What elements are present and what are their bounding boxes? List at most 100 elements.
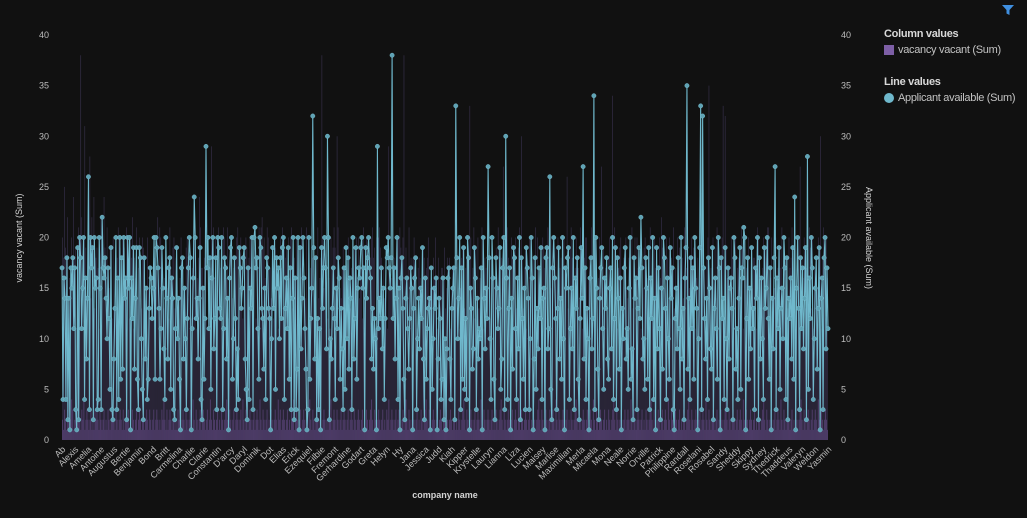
line-point[interactable]: [658, 417, 663, 423]
line-point[interactable]: [509, 295, 515, 301]
line-point[interactable]: [803, 245, 808, 251]
line-point[interactable]: [353, 245, 359, 251]
bar[interactable]: [310, 419, 312, 440]
line-point[interactable]: [366, 235, 371, 240]
line-point[interactable]: [639, 265, 645, 271]
bar[interactable]: [459, 419, 461, 440]
line-point[interactable]: [567, 397, 572, 402]
bar[interactable]: [124, 419, 126, 440]
line-point[interactable]: [475, 356, 481, 362]
line-point[interactable]: [637, 316, 643, 321]
line-point[interactable]: [140, 417, 146, 423]
bar[interactable]: [706, 419, 708, 440]
line-point[interactable]: [611, 397, 616, 402]
line-point[interactable]: [468, 285, 473, 291]
bar[interactable]: [597, 429, 600, 440]
line-point[interactable]: [738, 386, 744, 392]
line-point[interactable]: [305, 407, 311, 413]
line-point[interactable]: [338, 305, 344, 311]
line-point[interactable]: [92, 285, 98, 291]
bar[interactable]: [484, 419, 486, 440]
bar[interactable]: [327, 429, 329, 440]
line-point[interactable]: [790, 245, 796, 251]
bar[interactable]: [789, 429, 791, 440]
bar[interactable]: [107, 409, 109, 440]
line-point[interactable]: [642, 386, 648, 392]
line-point[interactable]: [729, 305, 735, 311]
line-point[interactable]: [591, 93, 597, 99]
bar[interactable]: [725, 399, 727, 441]
bar[interactable]: [200, 429, 202, 440]
line-point[interactable]: [298, 346, 304, 352]
line-point[interactable]: [627, 235, 633, 240]
bar[interactable]: [289, 429, 291, 440]
bar[interactable]: [126, 419, 128, 440]
line-point[interactable]: [65, 417, 71, 423]
bar[interactable]: [162, 419, 164, 440]
bar[interactable]: [478, 419, 480, 440]
line-point[interactable]: [569, 346, 575, 352]
bar[interactable]: [810, 419, 812, 440]
line-point[interactable]: [356, 265, 362, 271]
bar[interactable]: [332, 419, 334, 440]
line-point[interactable]: [395, 397, 401, 402]
line-point[interactable]: [573, 305, 579, 311]
bar[interactable]: [340, 409, 342, 440]
bar[interactable]: [617, 419, 619, 440]
bar[interactable]: [814, 409, 816, 440]
line-point[interactable]: [236, 245, 242, 251]
line-point[interactable]: [672, 316, 678, 321]
line-point[interactable]: [671, 427, 677, 433]
line-point[interactable]: [251, 235, 257, 240]
bar[interactable]: [817, 399, 819, 441]
bar[interactable]: [121, 429, 123, 440]
line-point[interactable]: [406, 366, 412, 372]
line-point[interactable]: [674, 346, 680, 352]
line-point[interactable]: [492, 417, 498, 423]
bar[interactable]: [398, 409, 400, 440]
bar[interactable]: [145, 419, 147, 440]
line-point[interactable]: [422, 417, 427, 423]
line-point[interactable]: [554, 407, 560, 413]
line-point[interactable]: [524, 265, 530, 271]
line-point[interactable]: [222, 255, 228, 261]
line-point[interactable]: [508, 427, 514, 433]
line-point[interactable]: [335, 255, 341, 261]
line-point[interactable]: [403, 295, 409, 301]
line-point[interactable]: [73, 407, 79, 413]
bar[interactable]: [106, 429, 108, 440]
line-point[interactable]: [494, 285, 500, 291]
line-point[interactable]: [782, 265, 788, 271]
bar[interactable]: [278, 419, 280, 440]
line-point[interactable]: [444, 346, 450, 352]
bar[interactable]: [130, 429, 132, 440]
legend-item-vacancy[interactable]: vacancy vacant (Sum): [884, 44, 1024, 56]
bar[interactable]: [151, 429, 153, 440]
bar[interactable]: [577, 429, 579, 440]
line-point[interactable]: [296, 427, 302, 433]
line-point[interactable]: [788, 275, 794, 281]
bar[interactable]: [238, 429, 240, 440]
line-point[interactable]: [299, 295, 305, 301]
line-point[interactable]: [144, 397, 150, 402]
line-point[interactable]: [310, 113, 316, 119]
bar[interactable]: [618, 429, 620, 440]
bar[interactable]: [120, 419, 122, 440]
bar[interactable]: [638, 419, 640, 440]
line-point[interactable]: [333, 285, 339, 291]
line-point[interactable]: [120, 366, 126, 372]
line-point[interactable]: [265, 265, 271, 271]
bar[interactable]: [76, 429, 78, 440]
line-point[interactable]: [412, 275, 418, 281]
bar[interactable]: [491, 409, 493, 440]
bar[interactable]: [602, 429, 604, 440]
bar[interactable]: [682, 429, 684, 440]
line-point[interactable]: [135, 376, 140, 382]
bar[interactable]: [198, 419, 200, 440]
line-point[interactable]: [763, 285, 769, 291]
bar[interactable]: [84, 429, 86, 440]
line-point[interactable]: [705, 397, 710, 402]
line-point[interactable]: [504, 275, 510, 281]
bar[interactable]: [103, 409, 105, 440]
line-point[interactable]: [78, 255, 84, 261]
